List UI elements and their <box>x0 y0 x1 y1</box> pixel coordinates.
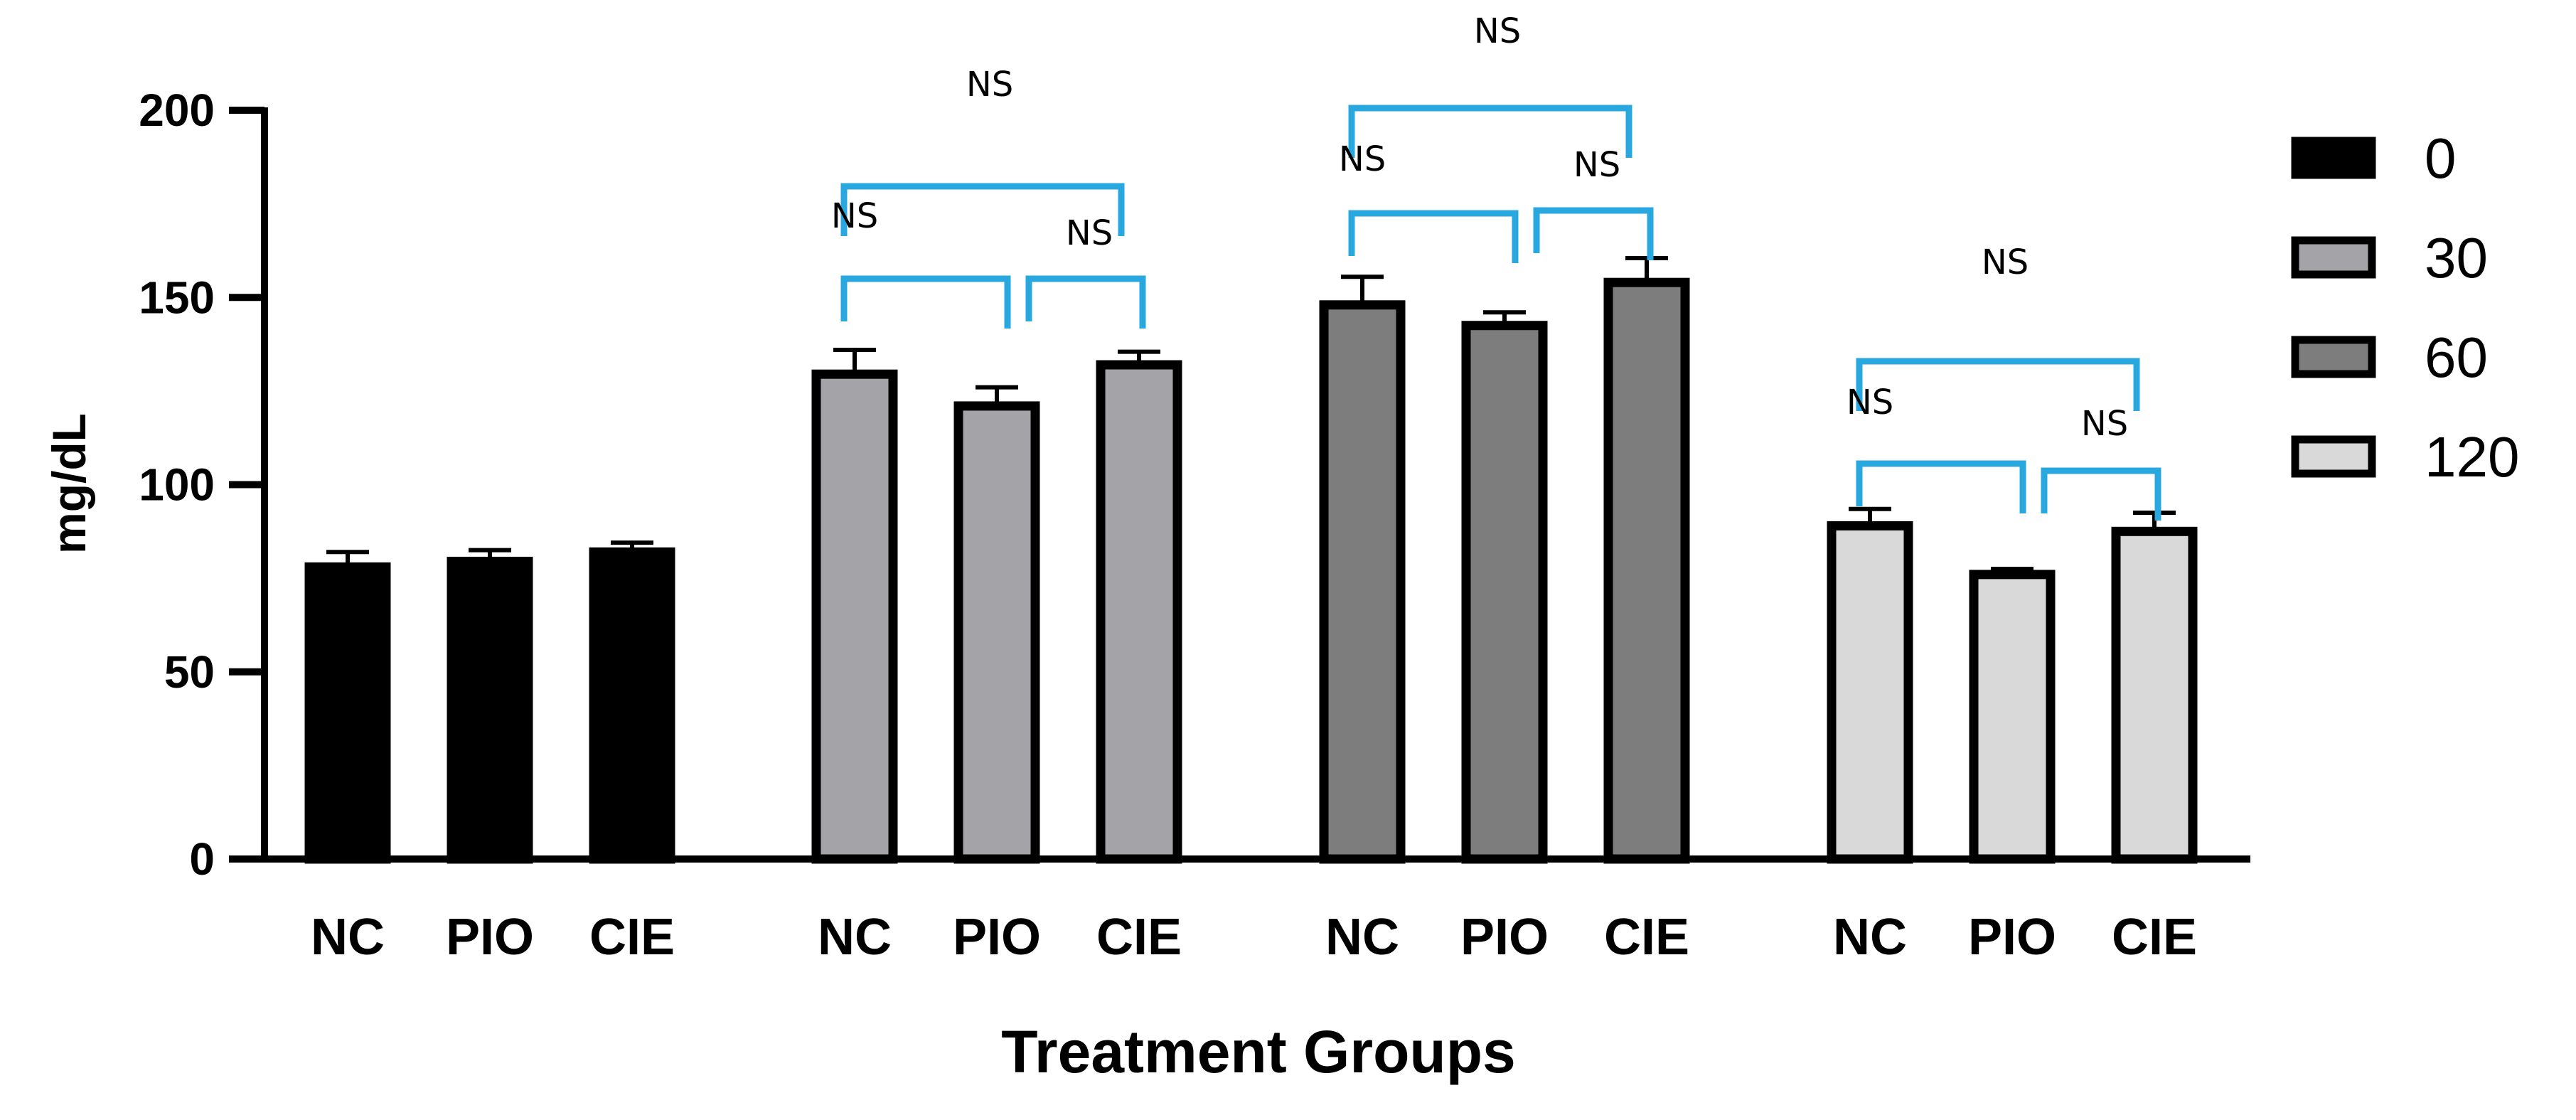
bar-120-cie <box>2111 526 2198 864</box>
x-tick-label: PIO <box>446 909 534 966</box>
legend-swatch-30 <box>2291 236 2376 279</box>
bar-120-nc <box>1827 521 1913 864</box>
ns-label: NS <box>1339 139 1386 179</box>
x-tick-label: NC <box>311 909 385 966</box>
labels-layer: NC PIO CIE NC PIO CIE NC PIO CIE NC PIO CIE 0 50 100 15… <box>139 11 2197 966</box>
axes-layer <box>229 107 2250 863</box>
bar-30-nc <box>811 369 898 864</box>
y-tick-label: 100 <box>139 459 215 511</box>
ns-label: NS <box>1847 383 1893 422</box>
bracket-nc-cie <box>1856 358 2140 411</box>
bar-30-pio <box>953 401 1040 864</box>
bracket-nc-pio <box>1348 210 1519 263</box>
legend-swatch-120 <box>2291 435 2376 478</box>
x-tick-label: NC <box>1325 909 1399 966</box>
legend: 0 30 60 120 <box>2291 127 2519 489</box>
ns-label: NS <box>2081 404 2128 444</box>
y-axis-title: mg/dL <box>43 413 95 554</box>
y-tick-label: 150 <box>139 272 215 323</box>
y-tick-label: 0 <box>189 833 215 885</box>
ns-label: NS <box>966 65 1013 105</box>
bar-60-pio <box>1461 321 1548 864</box>
legend-label-120: 120 <box>2425 425 2519 489</box>
x-tick-label: PIO <box>1460 909 1549 966</box>
bracket-nc-pio <box>1856 460 2026 513</box>
bar-0-pio <box>447 556 533 864</box>
bracket-nc-pio <box>840 275 1011 329</box>
y-tick-label: 200 <box>139 85 215 136</box>
ns-label: NS <box>1066 213 1113 253</box>
bar-0-nc <box>304 562 391 864</box>
y-tick-label: 50 <box>164 646 215 698</box>
ns-label: NS <box>1474 11 1521 51</box>
bar-60-cie <box>1603 277 1690 864</box>
bracket-nc-cie <box>840 183 1125 236</box>
bar-60-nc <box>1319 300 1406 864</box>
bars-layer <box>304 277 2198 864</box>
x-tick-label: NC <box>818 909 892 966</box>
significance-brackets-layer <box>840 105 2161 521</box>
x-tick-label: CIE <box>2112 909 2197 966</box>
x-tick-label: PIO <box>953 909 1041 966</box>
ns-label: NS <box>1573 145 1620 185</box>
legend-swatch-0 <box>2291 137 2376 179</box>
legend-label-60: 60 <box>2425 326 2488 389</box>
bracket-pio-cie <box>1025 275 1146 329</box>
legend-label-0: 0 <box>2425 127 2457 190</box>
ns-label: NS <box>1982 242 2029 282</box>
bracket-pio-cie <box>1533 207 1654 260</box>
bar-30-cie <box>1096 360 1182 864</box>
bar-120-pio <box>1969 570 2056 864</box>
bar-0-cie <box>589 547 675 864</box>
x-tick-label: CIE <box>589 909 675 966</box>
x-axis-title: Treatment Groups <box>1001 1018 1515 1085</box>
x-tick-label: CIE <box>1604 909 1689 966</box>
bracket-pio-cie <box>2041 467 2161 521</box>
bracket-nc-cie <box>1348 105 1632 158</box>
x-tick-label: NC <box>1833 909 1907 966</box>
legend-label-30: 30 <box>2425 226 2488 289</box>
x-tick-label: CIE <box>1096 909 1182 966</box>
ns-label: NS <box>831 196 878 236</box>
legend-swatch-60 <box>2291 336 2376 378</box>
x-tick-label: PIO <box>1968 909 2056 966</box>
error-bars-layer <box>326 255 2176 575</box>
